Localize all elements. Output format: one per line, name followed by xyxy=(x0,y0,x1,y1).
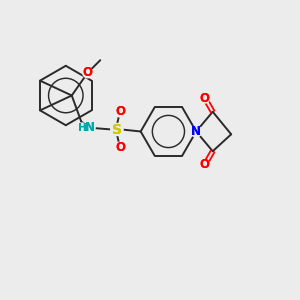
Text: O: O xyxy=(115,141,125,154)
Circle shape xyxy=(191,126,202,137)
Circle shape xyxy=(78,123,87,132)
Text: O: O xyxy=(200,92,210,104)
Text: O: O xyxy=(115,105,125,119)
Circle shape xyxy=(111,124,123,135)
Text: S: S xyxy=(112,122,122,136)
Circle shape xyxy=(111,124,123,135)
Text: O: O xyxy=(200,158,210,171)
Text: O: O xyxy=(200,92,210,104)
Circle shape xyxy=(115,107,125,117)
Text: N: N xyxy=(191,125,201,138)
Circle shape xyxy=(83,68,93,78)
Text: O: O xyxy=(83,66,93,79)
Circle shape xyxy=(200,160,210,170)
Circle shape xyxy=(200,93,210,103)
Text: S: S xyxy=(112,122,122,136)
Text: O: O xyxy=(83,66,93,79)
Text: O: O xyxy=(115,105,125,119)
Text: H: H xyxy=(78,122,87,133)
Circle shape xyxy=(85,123,95,133)
Text: N: N xyxy=(191,125,201,138)
Text: O: O xyxy=(200,158,210,171)
Text: S: S xyxy=(112,122,122,136)
Circle shape xyxy=(115,142,125,152)
Text: H: H xyxy=(78,122,87,133)
Text: N: N xyxy=(85,121,95,134)
Text: O: O xyxy=(115,141,125,154)
Text: N: N xyxy=(85,121,95,134)
